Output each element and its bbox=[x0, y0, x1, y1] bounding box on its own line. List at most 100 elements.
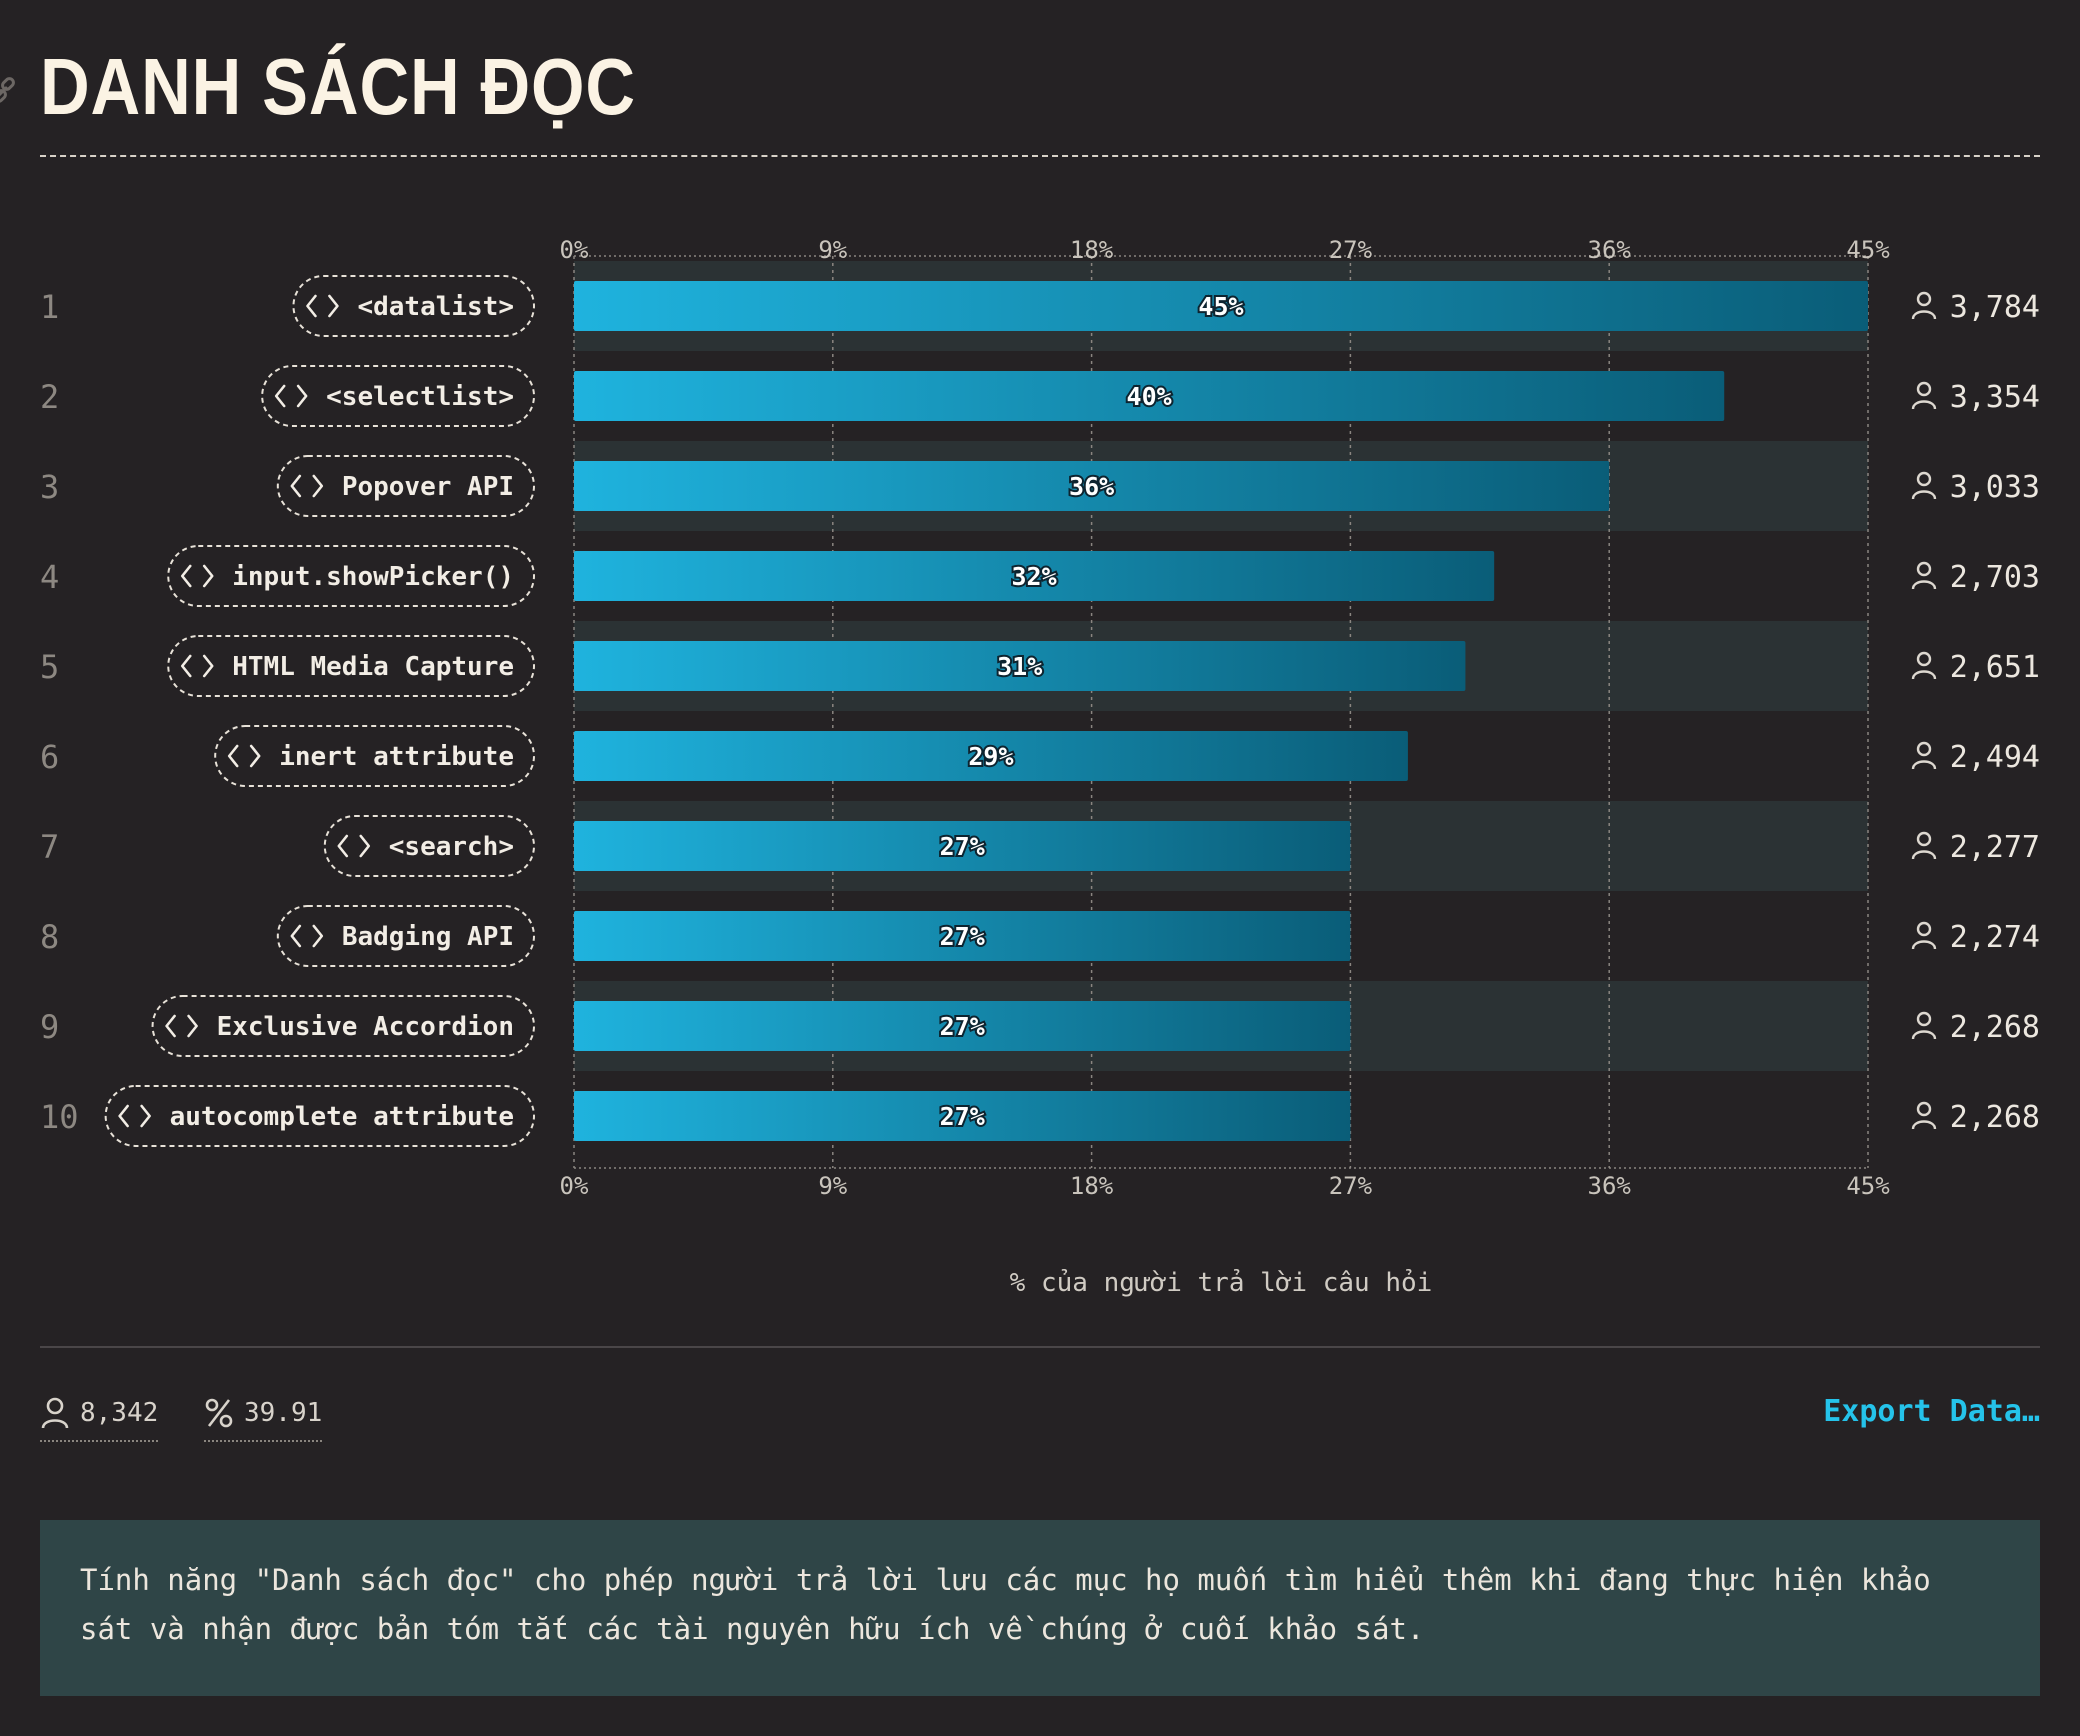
respondent-count: 2,268 bbox=[1911, 1010, 2040, 1045]
count-labels: 3,784 3,354 3,033 2,703 2,651 2,494 2,277 2,274… bbox=[1911, 290, 2040, 1135]
x-axis: 0% 0% 9% 9% 18% 18% 27% 27% 36% 36% 45% 45% bbox=[560, 236, 1891, 1200]
code-brackets-icon bbox=[227, 744, 261, 768]
bar[interactable] bbox=[574, 911, 1351, 961]
category-pill[interactable]: <search> bbox=[323, 815, 535, 877]
user-icon bbox=[1911, 381, 1937, 410]
code-brackets-icon bbox=[118, 1104, 151, 1128]
tick-label-bottom: 27% bbox=[1329, 1172, 1373, 1200]
category-label: <search> bbox=[389, 832, 514, 862]
chart-divider bbox=[40, 1346, 2040, 1348]
respondent-count: 2,494 bbox=[1911, 740, 2040, 775]
export-data-link[interactable]: Export Data… bbox=[1823, 1394, 2040, 1429]
category-label: Badging API bbox=[342, 922, 514, 952]
respondents-stat[interactable]: 8,342 bbox=[40, 1390, 159, 1442]
percent-value: 39.91 bbox=[244, 1398, 323, 1428]
respondent-count: 2,651 bbox=[1911, 650, 2040, 685]
bar-value-label: 32% bbox=[1012, 562, 1057, 591]
category-pill-border bbox=[167, 635, 535, 697]
tick-label-top: 45% bbox=[1846, 236, 1890, 264]
bar-value-label: 29% bbox=[968, 742, 1013, 771]
bar[interactable] bbox=[574, 281, 1868, 331]
bar[interactable] bbox=[574, 641, 1466, 691]
tick-label-top: 27% bbox=[1329, 236, 1373, 264]
code-brackets-icon bbox=[306, 294, 339, 318]
code-brackets-icon bbox=[290, 474, 324, 498]
tick-label-bottom: 18% bbox=[1070, 1172, 1114, 1200]
bar-value-label: 27% bbox=[940, 832, 985, 861]
category-label: input.showPicker() bbox=[232, 562, 514, 592]
rank-number: 5 bbox=[40, 648, 59, 686]
category-pill-border bbox=[151, 995, 535, 1057]
bar-value-label: 27% bbox=[940, 922, 985, 951]
tick-label-top: 9% bbox=[818, 236, 847, 264]
rank-number: 7 bbox=[40, 828, 59, 866]
bar[interactable] bbox=[574, 371, 1725, 421]
category-pill[interactable]: Badging API bbox=[276, 905, 535, 967]
category-pill[interactable]: Exclusive Accordion bbox=[151, 995, 535, 1057]
category-labels: 1 <datalist> 2 <selectlist> 3 Popover API 4 inp… bbox=[40, 275, 535, 1147]
rank-number: 9 bbox=[40, 1008, 59, 1046]
bar-value-label: 27% bbox=[940, 1102, 985, 1131]
count-label: 2,651 bbox=[1950, 650, 2040, 685]
code-brackets-icon bbox=[165, 1014, 198, 1038]
bar-value-label: 31% bbox=[997, 652, 1042, 681]
count-label: 2,494 bbox=[1950, 740, 2040, 775]
percent-icon bbox=[205, 1398, 233, 1428]
page-title: DANH SÁCH ĐỌC bbox=[40, 42, 636, 131]
user-icon bbox=[1911, 1101, 1937, 1130]
code-brackets-icon bbox=[180, 564, 214, 588]
bar[interactable] bbox=[574, 461, 1610, 511]
category-pill-border bbox=[276, 905, 535, 967]
bar[interactable] bbox=[574, 731, 1408, 781]
category-pill[interactable]: Popover API bbox=[276, 455, 535, 517]
rank-number: 1 bbox=[40, 288, 59, 326]
rank-number: 6 bbox=[40, 738, 59, 776]
bar[interactable] bbox=[574, 551, 1495, 601]
bar[interactable] bbox=[574, 1001, 1351, 1051]
category-pill[interactable]: input.showPicker() bbox=[167, 545, 535, 607]
count-label: 2,703 bbox=[1950, 560, 2040, 595]
category-label: <datalist> bbox=[357, 292, 514, 322]
category-pill[interactable]: autocomplete attribute bbox=[104, 1085, 535, 1147]
category-label: Popover API bbox=[342, 472, 514, 502]
tick-label-top: 36% bbox=[1588, 236, 1632, 264]
respondent-count: 3,033 bbox=[1911, 470, 2040, 505]
category-pill[interactable]: HTML Media Capture bbox=[167, 635, 535, 697]
grid-lines bbox=[573, 255, 1869, 1169]
user-icon bbox=[1911, 831, 1937, 860]
user-icon bbox=[1911, 471, 1937, 500]
rank-number: 4 bbox=[40, 558, 59, 596]
bar-value-label: 36% bbox=[1069, 472, 1114, 501]
category-label: autocomplete attribute bbox=[170, 1102, 514, 1132]
count-label: 3,354 bbox=[1950, 380, 2040, 415]
category-pill-border bbox=[214, 725, 535, 787]
bar[interactable] bbox=[574, 1091, 1351, 1141]
respondent-count: 2,277 bbox=[1911, 830, 2040, 865]
rank-number: 2 bbox=[40, 378, 59, 416]
category-label: inert attribute bbox=[279, 742, 514, 772]
tick-label-bottom: 9% bbox=[818, 1172, 847, 1200]
category-pill[interactable]: inert attribute bbox=[214, 725, 535, 787]
user-icon bbox=[1911, 561, 1937, 590]
title-divider bbox=[40, 155, 2040, 157]
respondent-count: 2,274 bbox=[1911, 920, 2040, 955]
bar[interactable] bbox=[574, 821, 1351, 871]
category-label: Exclusive Accordion bbox=[217, 1012, 514, 1042]
user-icon bbox=[41, 1397, 69, 1429]
code-brackets-icon bbox=[274, 384, 308, 408]
percent-stat[interactable]: 39.91 bbox=[204, 1390, 323, 1442]
respondent-count: 3,354 bbox=[1911, 380, 2040, 415]
bar-chart: 0%0%9%9%18%18%27%27%36%36%45%45%45%40%36… bbox=[40, 236, 2040, 1200]
rank-number: 8 bbox=[40, 918, 59, 956]
category-pill[interactable]: <datalist> bbox=[292, 275, 535, 337]
category-pill[interactable]: <selectlist> bbox=[261, 365, 535, 427]
code-brackets-icon bbox=[290, 924, 324, 948]
tick-label-bottom: 36% bbox=[1588, 1172, 1632, 1200]
count-label: 2,268 bbox=[1950, 1010, 2040, 1045]
category-pill-border bbox=[167, 545, 535, 607]
link-icon[interactable] bbox=[0, 72, 24, 108]
bar-value-label: 45% bbox=[1198, 292, 1243, 321]
bar-value-label: 27% bbox=[940, 1012, 985, 1041]
category-pill-border bbox=[104, 1085, 535, 1147]
count-label: 2,274 bbox=[1950, 920, 2040, 955]
